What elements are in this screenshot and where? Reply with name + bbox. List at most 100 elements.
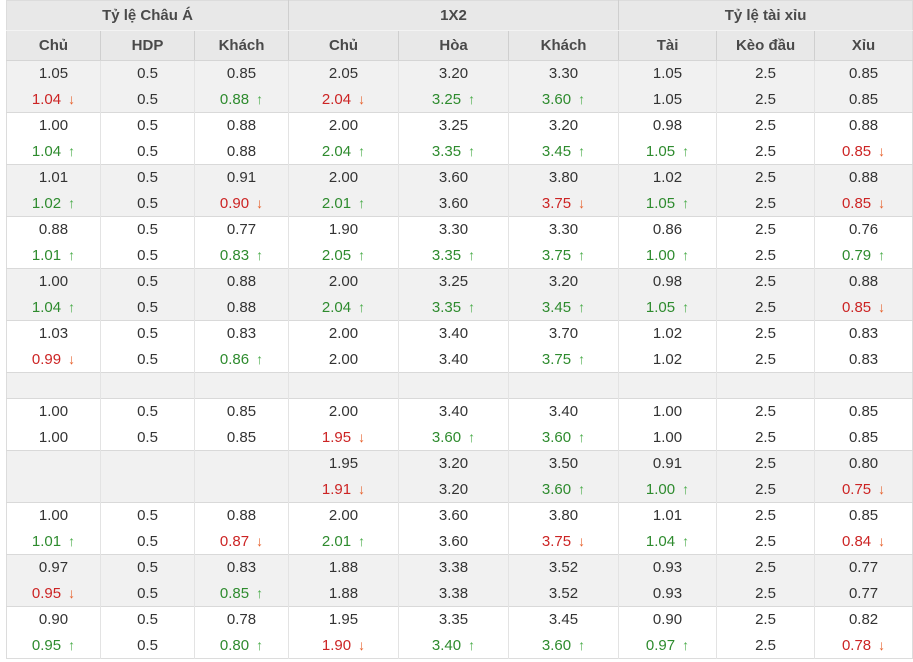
- odds-value: 1.91: [321, 480, 352, 498]
- odds-value: 0.88: [226, 142, 257, 160]
- odds-value: 0.78: [226, 611, 257, 629]
- odds-cell: 0.84 ↓: [814, 528, 913, 555]
- odds-value: 1.05: [38, 65, 69, 83]
- odds-cell: 0.88: [193, 138, 289, 165]
- odds-cell: 0.85 ↓: [814, 138, 913, 165]
- odds-cell: 0.5: [100, 632, 195, 659]
- odds-cell: 2.5: [716, 60, 815, 87]
- down-arrow-icon: ↓: [878, 532, 886, 549]
- up-arrow-icon: ↑: [358, 298, 366, 315]
- odds-cell: 0.85 ↑: [193, 580, 289, 607]
- odds-value: 0.77: [848, 584, 879, 602]
- odds-value: 0.5: [137, 273, 158, 291]
- odds-value: 3.60: [438, 507, 469, 525]
- odds-cell: 2.00: [288, 346, 399, 373]
- odds-cell: 1.04 ↑: [618, 528, 717, 555]
- odds-cell: 3.45 ↑: [508, 138, 619, 165]
- odds-value: 0.5: [137, 636, 158, 654]
- odds-value: 0.85: [841, 142, 872, 160]
- odds-cell: 0.85: [814, 398, 913, 425]
- odds-cell: 2.01 ↑: [288, 528, 399, 555]
- odds-value: 3.75: [541, 194, 572, 212]
- odds-cell: 3.20: [398, 476, 509, 503]
- odds-value: 1.01: [652, 507, 683, 525]
- odds-cell: 3.20: [508, 268, 619, 295]
- odds-cell: 0.95 ↑: [6, 632, 101, 659]
- odds-cell: 1.01 ↑: [6, 528, 101, 555]
- odds-value: 3.75: [541, 532, 572, 550]
- odds-cell: 1.90: [288, 216, 399, 243]
- odds-cell: 3.60: [398, 190, 509, 217]
- odds-cell: 0.5: [100, 268, 195, 295]
- odds-cell: 0.83: [814, 320, 913, 347]
- odds-cell: 0.82: [814, 606, 913, 633]
- odds-value: 2.05: [328, 65, 359, 83]
- odds-value: 3.35: [431, 246, 462, 264]
- odds-value: 3.40: [438, 403, 469, 421]
- odds-value: 3.20: [548, 273, 579, 291]
- odds-cell: 0.5: [100, 580, 195, 607]
- up-arrow-icon: ↑: [682, 142, 690, 159]
- odds-value: 3.25: [438, 117, 469, 135]
- down-arrow-icon: ↓: [68, 584, 76, 601]
- odds-value: 2.5: [755, 325, 776, 343]
- odds-value: 1.95: [328, 455, 359, 473]
- odds-cell: 2.00: [288, 164, 399, 191]
- odds-value: 0.85: [226, 65, 257, 83]
- down-arrow-icon: ↓: [878, 194, 886, 211]
- odds-cell: 3.52: [508, 580, 619, 607]
- odds-cell: 0.5: [100, 60, 195, 87]
- odds-cell: 1.04 ↑: [6, 138, 101, 165]
- odds-cell: 2.5: [716, 528, 815, 555]
- odds-cell: 1.95 ↓: [288, 424, 399, 451]
- odds-cell: 2.5: [716, 112, 815, 139]
- odds-value: 2.5: [755, 403, 776, 421]
- odds-cell: 0.5: [100, 528, 195, 555]
- odds-cell: 3.45 ↑: [508, 294, 619, 321]
- odds-value: 0.80: [848, 455, 879, 473]
- odds-value: 2.5: [755, 636, 776, 654]
- up-arrow-icon: ↑: [256, 584, 264, 601]
- table-row: 1.00 0.5 0.88 2.00 3.60 3.80 1.01 2.5 0.85: [6, 502, 913, 529]
- odds-value: 2.5: [755, 169, 776, 187]
- up-arrow-icon: ↑: [358, 246, 366, 263]
- odds-cell: 1.88: [288, 554, 399, 581]
- odds-cell: [6, 372, 101, 399]
- odds-cell: 3.35 ↑: [398, 138, 509, 165]
- odds-value: 0.86: [219, 350, 250, 368]
- odds-cell: 2.5: [716, 398, 815, 425]
- odds-cell: 2.5: [716, 450, 815, 477]
- table-row: 1.91 ↓ 3.20 3.60 ↑ 1.00 ↑ 2.5 0.75 ↓: [6, 476, 913, 503]
- odds-cell: 1.01: [6, 164, 101, 191]
- odds-cell: 3.80: [508, 164, 619, 191]
- odds-cell: 1.02: [618, 164, 717, 191]
- up-arrow-icon: ↑: [682, 636, 690, 653]
- odds-cell: 1.90 ↓: [288, 632, 399, 659]
- up-arrow-icon: ↑: [256, 246, 264, 263]
- odds-cell: 3.40 ↑: [398, 632, 509, 659]
- odds-cell: 0.90: [618, 606, 717, 633]
- odds-cell: 3.38: [398, 580, 509, 607]
- odds-value: 3.75: [541, 350, 572, 368]
- up-arrow-icon: ↑: [68, 142, 76, 159]
- odds-value: 1.01: [38, 169, 69, 187]
- odds-cell: 0.93: [618, 554, 717, 581]
- odds-cell: 0.98: [618, 112, 717, 139]
- odds-cell: 0.85 ↓: [814, 294, 913, 321]
- table-row: 0.90 0.5 0.78 1.95 3.35 3.45 0.90 2.5 0.82: [6, 606, 913, 633]
- odds-cell: 3.20: [508, 112, 619, 139]
- odds-value: 3.52: [548, 584, 579, 602]
- odds-value: 0.85: [219, 584, 250, 602]
- odds-cell: 0.5: [100, 190, 195, 217]
- odds-cell: 0.5: [100, 294, 195, 321]
- odds-cell: 1.91 ↓: [288, 476, 399, 503]
- odds-cell: 2.5: [716, 242, 815, 269]
- odds-cell: 1.02 ↑: [6, 190, 101, 217]
- odds-cell: 2.04 ↑: [288, 294, 399, 321]
- up-arrow-icon: ↑: [578, 428, 586, 445]
- odds-value: 1.88: [328, 584, 359, 602]
- up-arrow-icon: ↑: [68, 246, 76, 263]
- odds-cell: 0.5: [100, 242, 195, 269]
- odds-cell: 0.5: [100, 138, 195, 165]
- odds-value: 1.00: [652, 428, 683, 446]
